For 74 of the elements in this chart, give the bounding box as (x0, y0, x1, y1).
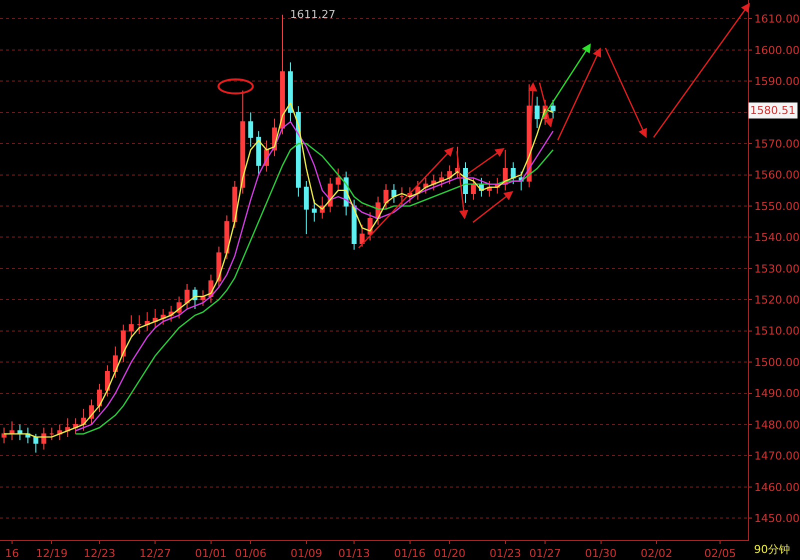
text: 1580.51 (750, 104, 796, 117)
y-tick-label: 1510.00 (754, 324, 800, 338)
y-tick-label: 1500.00 (754, 356, 800, 369)
x-tick-label: 12/19 (36, 547, 68, 560)
y-tick-label: 1550.00 (754, 200, 800, 213)
candlestick (136, 314, 142, 334)
candlestick (120, 324, 126, 363)
candlestick (383, 184, 388, 210)
candlestick (312, 199, 317, 222)
x-tick-label: 01/09 (290, 547, 322, 560)
candlestick (152, 308, 158, 328)
candlestick (288, 62, 293, 122)
candlestick (304, 180, 309, 235)
x-tick-label: 01/16 (394, 547, 426, 560)
y-tick-label: 1610.00 (754, 12, 800, 26)
candlestick (65, 418, 70, 438)
candlestick (431, 174, 436, 191)
y-tick-label: 1520.00 (754, 294, 800, 306)
y-tick-label: 1480.00 (754, 418, 800, 432)
y-tick-label: 1450.00 (754, 512, 800, 525)
y-tick-label: 1570.00 (754, 137, 800, 150)
candlestick (49, 427, 54, 441)
x-tick-label: 02/05 (704, 547, 736, 560)
x-tick-label: 12/27 (139, 547, 172, 560)
candlestick (144, 312, 150, 332)
y-tick-label: 1490.00 (754, 387, 800, 400)
x-tick-label: 02/02 (640, 547, 672, 560)
candlestick (439, 171, 444, 188)
y-tick-label: 1540.00 (754, 231, 800, 244)
line-series (3, 102, 554, 438)
annotation: 1611.27 (290, 8, 336, 21)
candlestick (423, 177, 428, 194)
candlestick (336, 168, 341, 191)
candlestick (184, 284, 190, 310)
x-tick-label: 12/23 (84, 547, 116, 560)
candlestick (33, 433, 38, 454)
candlestick (128, 314, 134, 338)
candlestick (510, 162, 516, 185)
candlestick (248, 112, 254, 148)
x-tick-label: 01/06 (234, 547, 267, 560)
x-tick-label: 01/01 (195, 547, 227, 560)
candlestick (104, 364, 110, 397)
candlestick (550, 99, 556, 120)
candlestick (280, 14, 285, 135)
y-tick-label: 1590.00 (754, 75, 800, 88)
y-tick-label: 1560.00 (754, 168, 800, 182)
y-tick-label: 1600.00 (754, 44, 800, 57)
candlestick (391, 184, 396, 204)
x-tick-label: 01/30 (584, 547, 617, 560)
candlestick (112, 346, 118, 378)
candlestick (81, 408, 86, 432)
y-tick-label: 1460.00 (754, 480, 800, 494)
candlestick (200, 290, 206, 306)
x-tick-label: 01/27 (529, 547, 561, 560)
y-tick-label: 1530.00 (754, 262, 800, 276)
candlestick (360, 224, 365, 248)
candlestick (57, 424, 62, 441)
candlestick (399, 186, 404, 207)
candlestick (192, 286, 198, 310)
candlestick (256, 130, 262, 176)
candlestick (240, 90, 246, 194)
x-tick-label: 01/13 (338, 547, 370, 560)
candlestick (447, 164, 452, 185)
candlestick (160, 308, 166, 326)
candlestick (352, 199, 357, 250)
x-tick-label: 01/20 (434, 547, 466, 560)
candlestick (2, 427, 6, 444)
text: 90分钟 (754, 543, 790, 556)
candlestick (534, 96, 540, 128)
x-tick-label: 16 (4, 547, 19, 560)
candlestick (97, 383, 102, 413)
x-tick-label: 01/23 (489, 547, 522, 560)
y-tick-label: 1470.00 (754, 450, 800, 463)
candlestick (41, 427, 46, 450)
